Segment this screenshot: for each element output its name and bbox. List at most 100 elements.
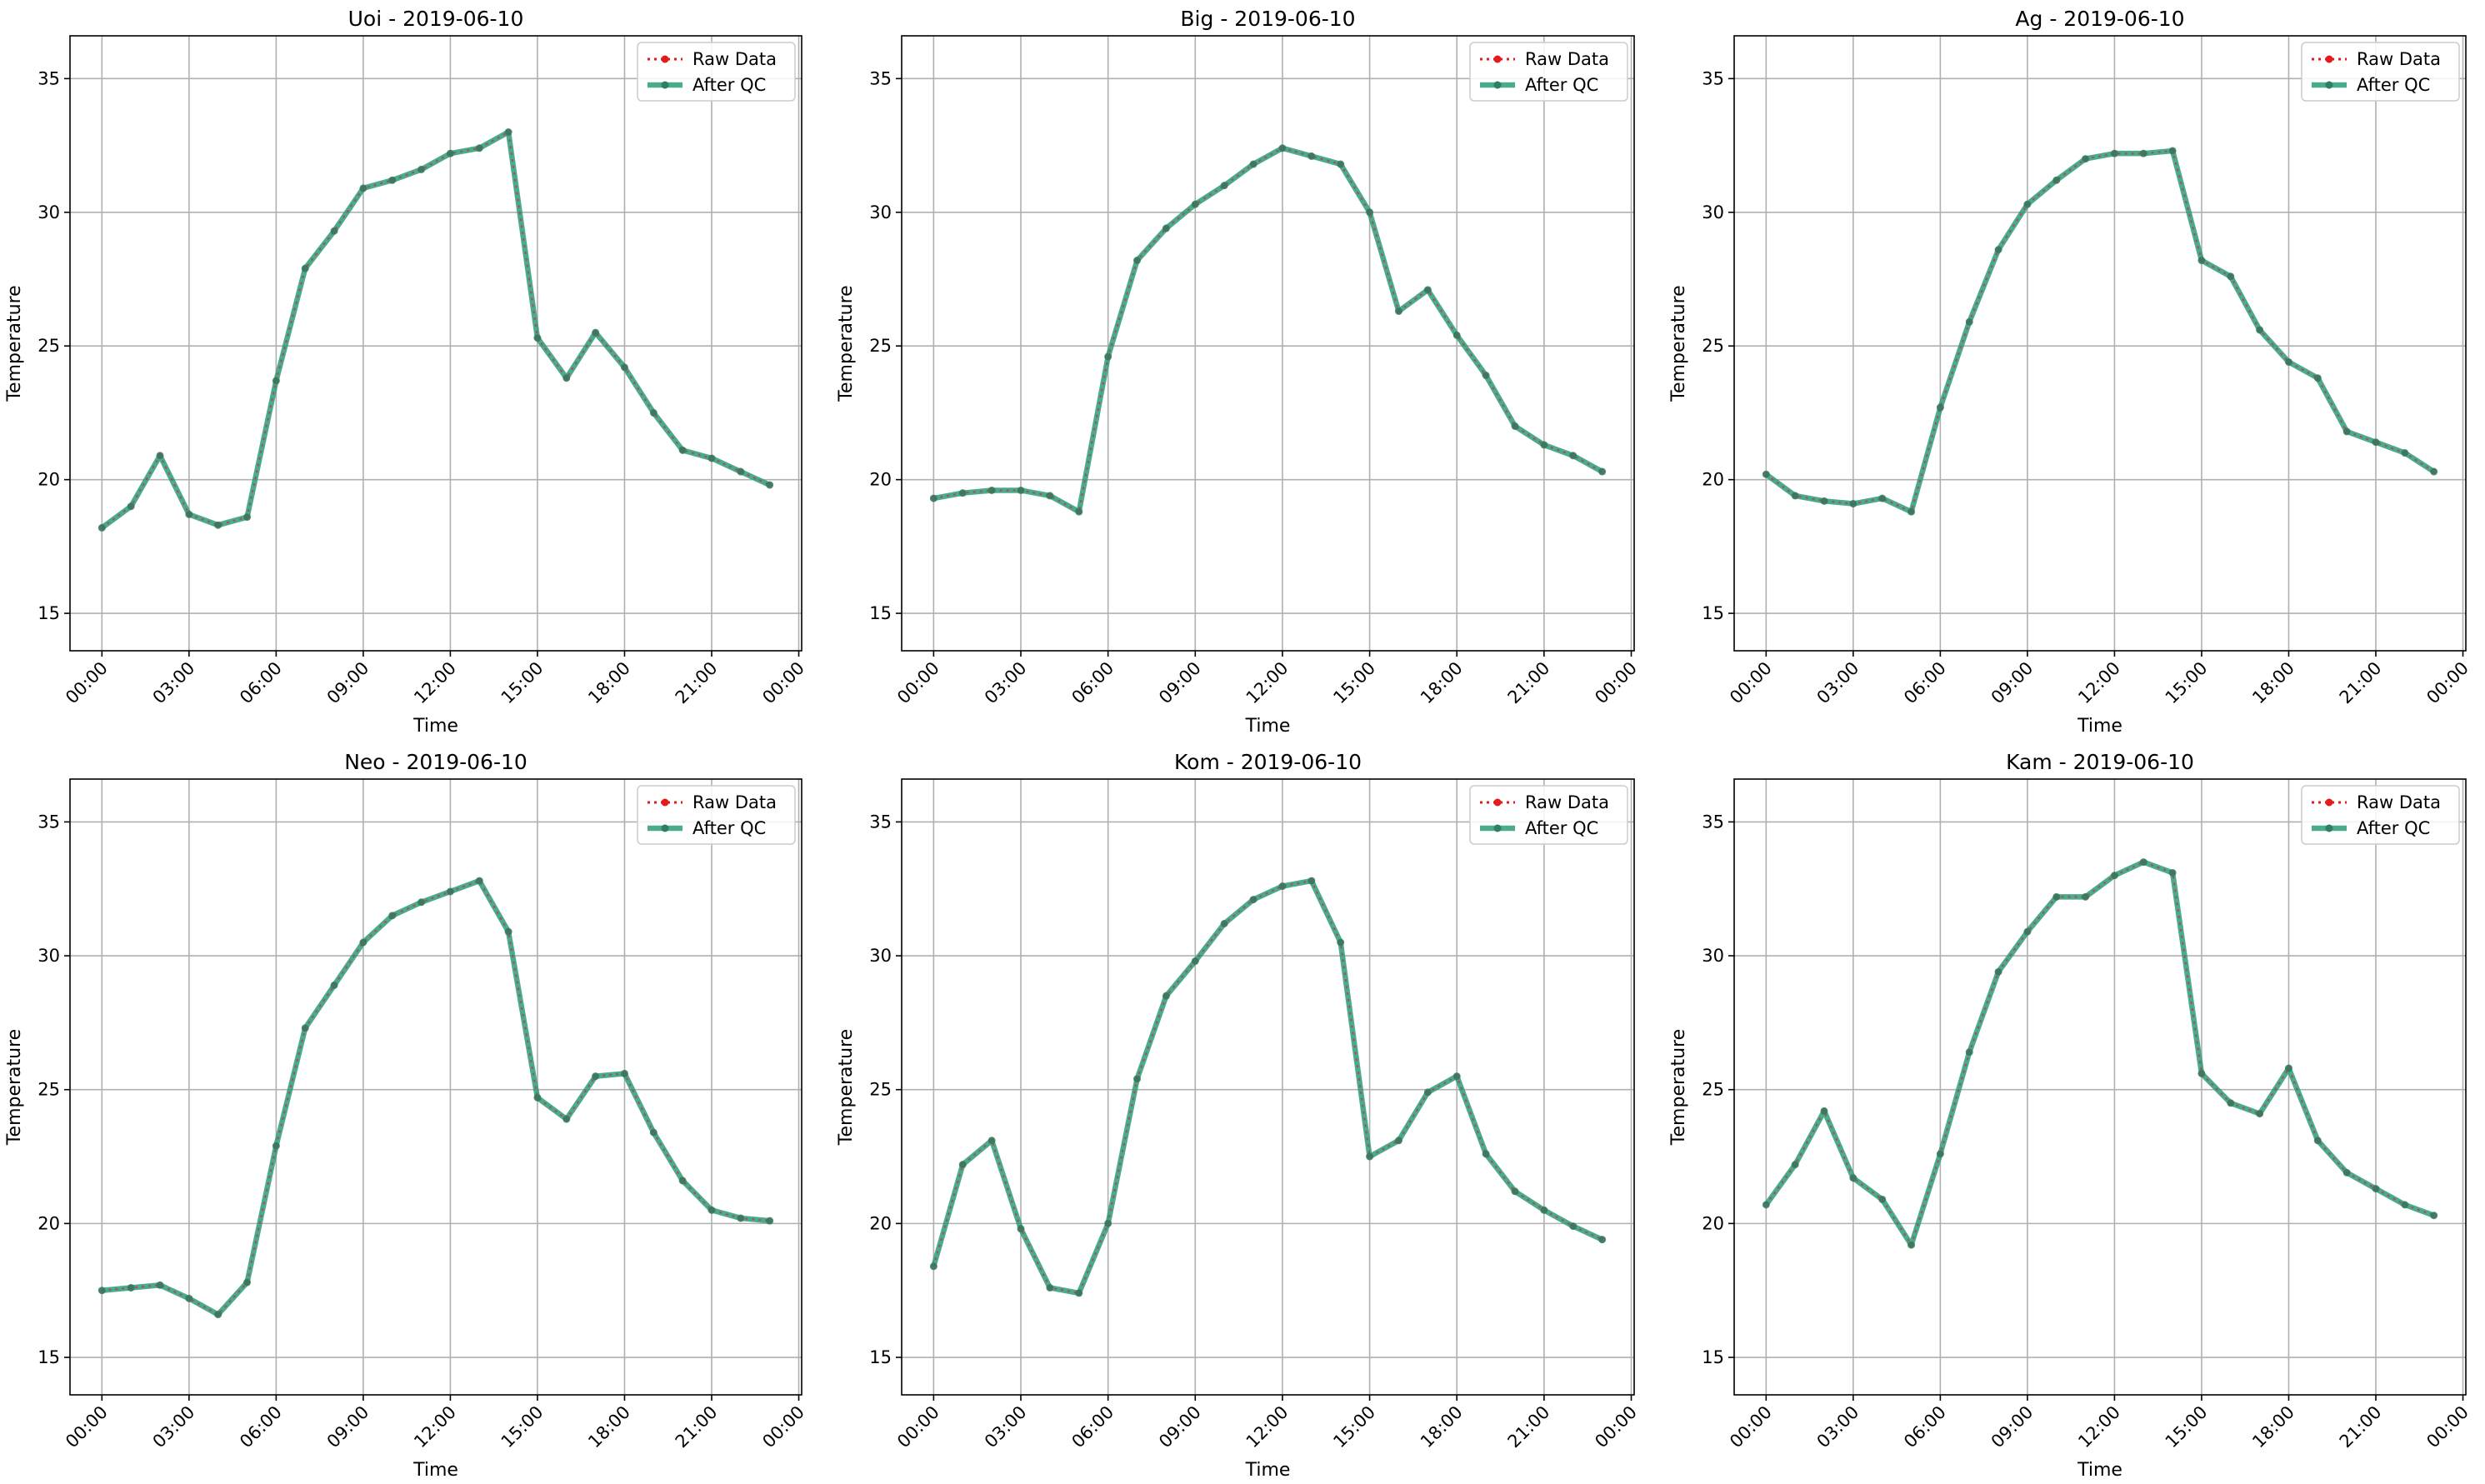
after-qc-point — [301, 264, 309, 272]
after-qc-point — [418, 165, 426, 173]
after-qc-point — [2313, 1137, 2322, 1145]
y-axis-label: Temperature — [1668, 1029, 1689, 1146]
legend-raw-marker — [661, 798, 669, 807]
after-qc-point — [1046, 1283, 1054, 1292]
after-qc-point — [708, 454, 716, 462]
after-qc-point — [958, 1161, 967, 1169]
after-qc-point — [1540, 441, 1548, 449]
legend-qc-label: After QC — [692, 75, 766, 95]
after-qc-point — [2139, 149, 2148, 157]
after-qc-point — [766, 481, 774, 489]
after-qc-point — [1308, 877, 1316, 885]
after-qc-point — [127, 502, 135, 511]
x-tick-label: 00:00 — [758, 1402, 808, 1452]
x-axis-label: Time — [412, 1460, 458, 1481]
x-axis-label: Time — [1245, 1460, 1291, 1481]
after-qc-point — [2401, 449, 2409, 457]
x-tick-label: 21:00 — [672, 1402, 722, 1452]
x-tick-label: 12:00 — [410, 1402, 460, 1452]
x-tick-label: 21:00 — [2336, 658, 2386, 708]
after-qc-point — [185, 1294, 193, 1302]
x-tick-label: 18:00 — [1417, 658, 1467, 708]
x-tick-label: 21:00 — [2336, 1402, 2386, 1452]
legend: Raw Data After QC — [637, 785, 796, 845]
after-qc-point — [1598, 1236, 1607, 1244]
y-tick-label: 35 — [869, 68, 892, 88]
after-qc-point — [2168, 147, 2177, 155]
x-tick-label: 00:00 — [1726, 658, 1776, 708]
after-qc-point — [2342, 1168, 2351, 1177]
after-qc-point — [98, 1287, 106, 1295]
legend-qc-label: After QC — [2357, 75, 2430, 95]
series-line-after-qc — [1763, 859, 2435, 1248]
x-tick-label: 15:00 — [498, 658, 548, 708]
after-qc-point — [1569, 1222, 1578, 1231]
after-qc-point — [1249, 160, 1258, 168]
after-qc-point — [562, 374, 571, 382]
x-tick-label: 06:00 — [1900, 658, 1950, 708]
legend-qc-label: After QC — [2357, 818, 2430, 838]
x-tick-label: 03:00 — [149, 1402, 199, 1452]
x-tick-label: 21:00 — [1504, 1402, 1554, 1452]
after-qc-point — [2284, 1064, 2292, 1072]
subplot-title: Kam - 2019-06-10 — [2006, 750, 2194, 774]
subplot-title: Ag - 2019-06-10 — [2015, 7, 2184, 31]
after-qc-point — [1849, 500, 1858, 508]
after-qc-point — [156, 452, 164, 460]
axes-frame — [1733, 35, 2467, 652]
y-tick-label: 20 — [38, 1213, 60, 1233]
y-axis-label: Temperature — [836, 1029, 857, 1146]
y-axis-label: Temperature — [1668, 285, 1689, 402]
after-qc-point — [475, 144, 483, 152]
after-qc-point — [1908, 507, 1916, 516]
after-qc-point — [1878, 1195, 1887, 1203]
after-qc-point — [1366, 1152, 1374, 1161]
legend-qc-label: After QC — [1525, 818, 1598, 838]
subplot-2: 15 20 25 30 35 00:00 03:00 06:00 09:00 12:00 15:00… — [836, 7, 1641, 737]
after-qc-point — [1423, 1088, 1432, 1097]
x-tick-label: 15:00 — [1329, 658, 1379, 708]
after-qc-point — [2227, 1099, 2235, 1107]
x-tick-label: 12:00 — [410, 658, 460, 708]
after-qc-point — [592, 328, 600, 337]
x-tick-label: 03:00 — [981, 658, 1031, 708]
after-qc-point — [2139, 858, 2148, 867]
series-line-raw-data — [102, 879, 770, 1316]
after-qc-point — [2342, 427, 2351, 436]
y-tick-label: 25 — [1702, 336, 1724, 356]
legend-qc-marker — [1493, 81, 1502, 89]
after-qc-point — [2168, 868, 2177, 877]
subplot-title: Big - 2019-06-10 — [1180, 7, 1355, 31]
axes-frame — [901, 35, 1635, 652]
after-qc-point — [1598, 467, 1607, 476]
after-qc-point — [1220, 920, 1228, 928]
series-line-raw-data — [101, 130, 771, 529]
after-qc-point — [1075, 1289, 1083, 1297]
series-line-after-qc — [100, 129, 772, 531]
after-qc-point — [2110, 149, 2118, 157]
x-tick-label: 18:00 — [1417, 1402, 1467, 1452]
subplot-1: 15 20 25 30 35 00:00 03:00 06:00 09:00 12:00 15:00… — [4, 7, 808, 737]
x-tick-label: 06:00 — [236, 658, 286, 708]
after-qc-point — [185, 510, 193, 518]
after-qc-point — [1046, 492, 1054, 500]
y-tick-label: 35 — [1702, 68, 1724, 88]
after-qc-point — [678, 1177, 687, 1185]
after-qc-point — [1511, 422, 1519, 430]
x-tick-label: 12:00 — [2074, 1402, 2124, 1452]
after-qc-point — [1249, 896, 1258, 904]
after-qc-point — [988, 1137, 996, 1145]
legend-qc-marker — [2325, 81, 2333, 89]
after-qc-point — [2052, 892, 2061, 901]
y-axis-label: Temperature — [4, 285, 25, 402]
after-qc-point — [446, 149, 454, 157]
y-tick-label: 25 — [38, 336, 60, 356]
after-qc-point — [1820, 1107, 1828, 1115]
y-tick-label: 25 — [38, 1080, 60, 1100]
x-tick-label: 15:00 — [1329, 1402, 1379, 1452]
after-qc-point — [1133, 1075, 1142, 1083]
x-tick-label: 15:00 — [2162, 1402, 2212, 1452]
after-qc-point — [504, 128, 512, 137]
after-qc-point — [1133, 257, 1142, 265]
after-qc-point — [737, 1214, 745, 1222]
